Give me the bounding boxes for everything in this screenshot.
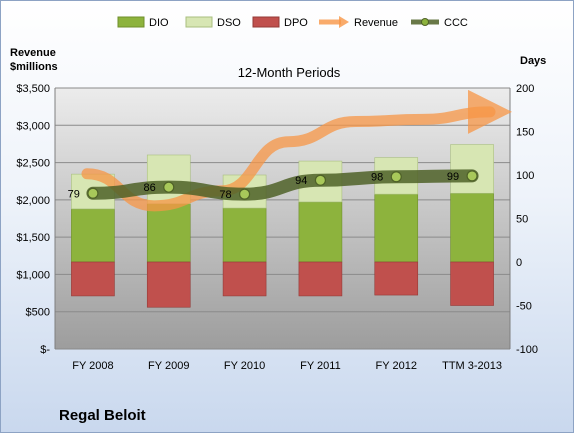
- right-tick-label: 150: [516, 127, 534, 139]
- bar-dpo: [450, 261, 494, 306]
- bar-dpo: [222, 261, 267, 297]
- right-tick-label: -50: [516, 301, 532, 313]
- left-tick-label: $2,500: [16, 158, 50, 170]
- bar-dio: [222, 207, 267, 263]
- company-name: Regal Beloit: [59, 407, 146, 424]
- legend-item-dpo: DPO: [252, 16, 308, 29]
- bar-dio: [298, 201, 343, 263]
- ccc-data-label: 79: [68, 188, 80, 200]
- left-tick-label: $3,500: [16, 83, 50, 95]
- category-label: FY 2011: [300, 360, 341, 372]
- legend: DIO DSO DPO Revenue CCC: [117, 16, 468, 29]
- left-tick-label: $1,000: [16, 269, 50, 281]
- category-label: FY 2012: [376, 360, 417, 372]
- ccc-data-label: 94: [295, 175, 307, 187]
- bar-dio: [71, 208, 115, 263]
- category-labels: FY 2008 FY 2009 FY 2010 FY 2011 FY 2012 TTM 3…: [72, 360, 502, 372]
- ccc-point: [163, 181, 175, 193]
- ccc-point: [87, 187, 99, 199]
- svg-text:DSO: DSO: [217, 17, 241, 29]
- bars: [71, 144, 494, 308]
- svg-text:DIO: DIO: [149, 17, 169, 29]
- ccc-line: [86, 169, 479, 201]
- svg-text:Revenue: Revenue: [354, 17, 398, 29]
- right-tick-label: 50: [516, 214, 528, 226]
- bar-dio: [146, 203, 191, 263]
- category-label: FY 2010: [224, 360, 265, 372]
- right-axis-ticks: -100 -50 0 50 100 150 200: [516, 83, 538, 356]
- svg-text:CCC: CCC: [444, 17, 468, 29]
- bar-dpo: [71, 261, 115, 297]
- right-tick-label: -100: [516, 344, 538, 356]
- right-tick-label: 200: [516, 83, 534, 95]
- left-axis-title-line1: Revenue: [10, 47, 56, 59]
- legend-item-dio: DIO: [117, 16, 169, 29]
- ccc-data-label: 86: [144, 182, 156, 194]
- left-tick-label: $1,500: [16, 232, 50, 244]
- ccc-point: [466, 170, 478, 182]
- ccc-data-label: 98: [371, 172, 383, 184]
- ccc-point: [238, 188, 251, 200]
- bar-dio: [450, 192, 494, 263]
- right-tick-label: 100: [516, 170, 534, 182]
- left-tick-label: $3,000: [16, 120, 50, 132]
- ccc-point: [390, 171, 402, 183]
- plot-area: [55, 88, 510, 349]
- ccc-data-labels: 79 86 78 94 98 99: [68, 171, 459, 201]
- bar-dpo: [298, 261, 343, 297]
- legend-item-dso: DSO: [185, 16, 241, 29]
- left-axis-ticks: $- $500 $1,000 $1,500 $2,000 $2,500 $3,000 $3,5…: [16, 83, 50, 356]
- category-label: TTM 3-2013: [442, 360, 502, 372]
- ccc-data-label: 78: [219, 189, 231, 201]
- left-tick-label: $500: [26, 307, 50, 319]
- bar-dso: [450, 144, 494, 194]
- bar-dpo: [146, 261, 191, 308]
- category-label: FY 2009: [148, 360, 189, 372]
- chart-title: 12-Month Periods: [238, 65, 341, 80]
- svg-text:DPO: DPO: [284, 17, 308, 29]
- left-tick-label: $-: [40, 344, 50, 356]
- legend-item-revenue: Revenue: [319, 16, 398, 29]
- bar-dio: [374, 193, 419, 263]
- right-tick-label: 0: [516, 257, 522, 269]
- ccc-point: [314, 174, 327, 186]
- legend-item-ccc: CCC: [411, 17, 468, 29]
- left-axis-title-line2: $millions: [10, 61, 58, 73]
- category-label: FY 2008: [72, 360, 113, 372]
- bar-dpo: [374, 261, 419, 296]
- revenue-trend: [81, 89, 512, 212]
- left-tick-label: $2,000: [16, 195, 50, 207]
- right-axis-title: Days: [520, 55, 546, 67]
- ccc-data-label: 99: [447, 171, 459, 183]
- revenue-arrow: [81, 89, 512, 212]
